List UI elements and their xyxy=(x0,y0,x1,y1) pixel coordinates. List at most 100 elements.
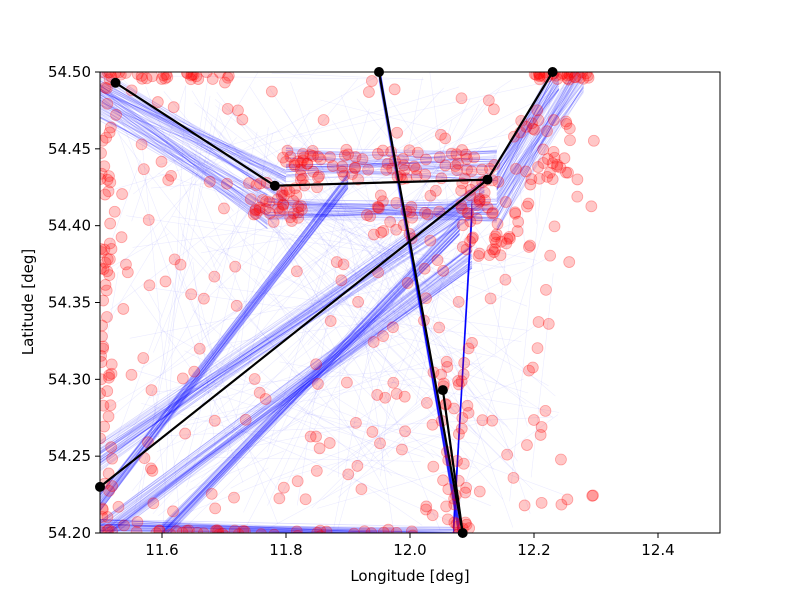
track-line xyxy=(105,250,473,533)
track-line xyxy=(164,226,393,476)
position-point xyxy=(470,212,483,225)
position-point xyxy=(558,152,571,165)
position-point xyxy=(490,236,502,249)
track-line xyxy=(108,244,473,533)
track-line xyxy=(183,128,343,241)
track-line xyxy=(227,192,358,278)
track-line xyxy=(100,198,485,455)
position-point xyxy=(397,153,409,165)
track-line xyxy=(100,527,460,531)
position-point xyxy=(100,330,108,343)
track-line xyxy=(100,245,473,531)
track-line xyxy=(315,188,488,325)
position-point xyxy=(462,342,475,355)
position-point xyxy=(238,525,251,533)
track-line xyxy=(100,255,473,524)
position-point xyxy=(531,342,544,355)
track-line xyxy=(496,89,560,179)
position-point xyxy=(292,530,303,533)
position-point xyxy=(531,104,544,117)
position-point xyxy=(501,448,514,461)
position-point xyxy=(486,414,499,427)
track-line xyxy=(100,253,473,532)
track-line xyxy=(496,72,577,215)
track-line xyxy=(267,214,497,216)
track-line xyxy=(453,208,473,528)
track-line xyxy=(496,88,560,188)
track-line xyxy=(100,519,397,533)
position-point xyxy=(342,468,355,481)
track-line xyxy=(285,168,497,181)
position-point xyxy=(219,529,231,533)
position-point xyxy=(372,147,384,160)
track-line xyxy=(126,342,405,428)
position-point xyxy=(326,160,339,172)
track-line xyxy=(100,190,485,455)
position-point xyxy=(228,524,241,533)
position-point xyxy=(455,184,468,197)
track-line xyxy=(229,109,373,256)
track-line xyxy=(161,221,460,527)
track-line xyxy=(100,96,268,213)
track-line xyxy=(100,173,349,495)
track-line xyxy=(100,100,268,229)
track-line xyxy=(325,231,528,307)
track-line xyxy=(453,207,473,527)
track-line xyxy=(496,74,584,210)
position-point xyxy=(376,195,389,208)
track-line xyxy=(102,260,473,533)
track-line xyxy=(496,82,560,185)
track-line xyxy=(267,199,497,202)
track-line xyxy=(267,209,497,220)
track-line xyxy=(100,188,349,502)
position-point xyxy=(541,125,553,138)
track-line xyxy=(100,99,268,230)
track-line xyxy=(377,332,497,358)
position-point xyxy=(249,203,262,216)
position-point xyxy=(544,249,557,262)
track-line xyxy=(198,187,249,310)
position-point xyxy=(546,173,559,186)
position-point xyxy=(100,399,110,412)
track-line xyxy=(308,399,564,495)
position-point xyxy=(276,202,289,215)
position-point xyxy=(374,437,386,450)
track-line xyxy=(326,355,482,477)
position-point xyxy=(159,72,171,85)
track-line xyxy=(150,166,418,189)
position-point xyxy=(547,145,560,158)
position-point xyxy=(185,73,197,86)
position-point xyxy=(236,113,249,126)
track-line xyxy=(204,106,540,334)
position-point xyxy=(181,72,194,80)
position-point xyxy=(419,168,432,181)
position-point xyxy=(375,226,388,239)
track-line xyxy=(494,113,522,354)
track-line xyxy=(100,90,287,171)
position-point xyxy=(451,164,463,177)
track-line xyxy=(107,263,473,533)
position-point xyxy=(460,243,473,256)
track-line xyxy=(214,99,385,243)
position-point xyxy=(420,503,432,516)
position-point xyxy=(142,214,155,226)
track-line xyxy=(129,261,526,339)
track-line xyxy=(161,216,460,528)
position-point xyxy=(100,243,111,256)
track-line xyxy=(110,263,473,533)
position-point xyxy=(376,144,389,157)
position-point xyxy=(100,420,110,433)
track-line xyxy=(100,196,485,462)
position-point xyxy=(351,460,364,472)
track-line xyxy=(100,523,460,533)
track-line xyxy=(496,82,560,175)
track-line xyxy=(100,104,287,206)
track-line xyxy=(100,267,473,522)
route-segment xyxy=(377,71,464,534)
position-point xyxy=(100,342,109,355)
track-line xyxy=(180,223,214,356)
track-line xyxy=(152,142,487,515)
track-line xyxy=(285,147,497,175)
position-point xyxy=(461,163,473,176)
track-line xyxy=(168,95,211,344)
